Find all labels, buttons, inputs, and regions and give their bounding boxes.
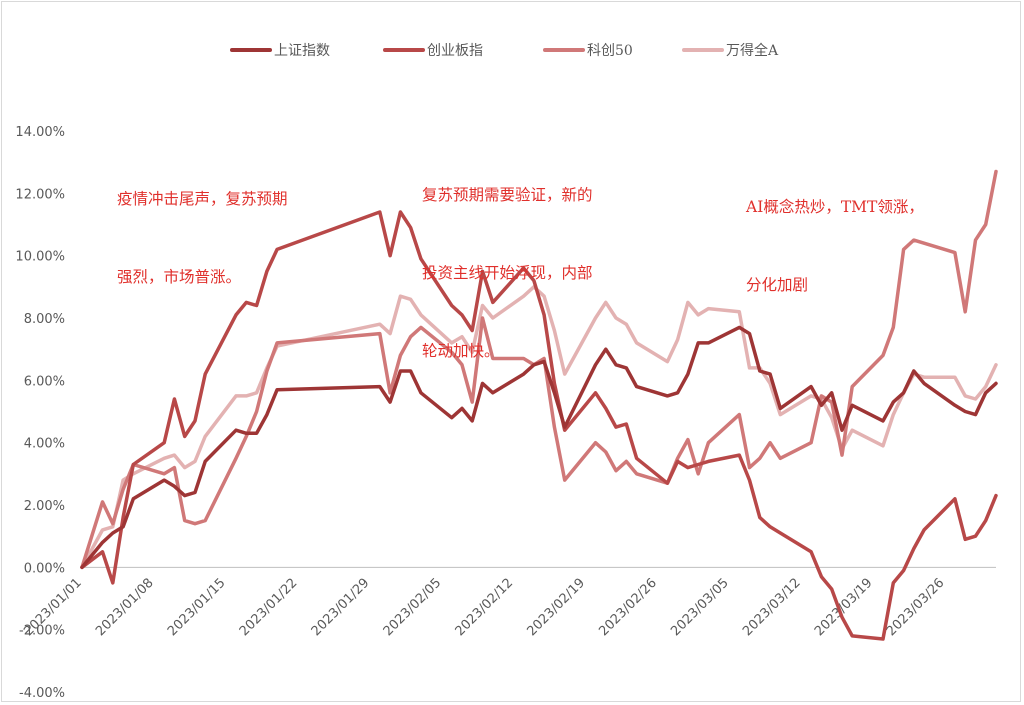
y-tick-label: 0.00%: [24, 561, 65, 576]
annotation-line: 投资主线开始浮现，内部: [422, 264, 593, 282]
annotation-line: 分化加剧: [746, 276, 809, 294]
series-lines: [80, 169, 998, 641]
annotation-phase-1: 疫情冲击尾声，复苏预期 强烈，市场普涨。: [117, 134, 288, 316]
y-tick-label: 10.00%: [15, 250, 65, 265]
x-axis-tick-labels: 2023/01/01 2023/01/08 2023/01/15 2023/01/22…: [21, 576, 947, 640]
series-line-4: [80, 285, 998, 570]
annotation-line: 复苏预期需要验证，新的: [422, 186, 593, 204]
x-tick-label: 2023/03/19: [812, 576, 876, 640]
annotation-line: AI概念热炒，TMT领涨，: [746, 198, 924, 216]
x-tick-label: 2023/02/12: [453, 576, 517, 640]
y-tick-label: 8.00%: [24, 312, 65, 327]
annotation-phase-2: 复苏预期需要验证，新的 投资主线开始浮现，内部 轮动加快。: [422, 130, 593, 390]
x-tick-label: 2023/02/05: [381, 576, 445, 640]
y-tick-label: 12.00%: [15, 187, 65, 202]
x-tick-label: 2023/01/15: [165, 576, 229, 640]
y-tick-label: -2.00%: [19, 624, 65, 639]
legend-label-1: 上证指数: [274, 43, 330, 59]
legend: 上证指数 创业板指 科创50 万得全A: [230, 42, 779, 59]
y-tick-label: 4.00%: [24, 437, 65, 452]
x-tick-label: 2023/01/29: [309, 576, 373, 640]
y-axis-tick-labels: -4.00% -2.00% 0.00% 2.00% 4.00% 6.00% 8.00% 10.…: [15, 125, 65, 701]
x-tick-label: 2023/01/22: [237, 576, 301, 640]
legend-label-2: 创业板指: [427, 43, 483, 59]
x-tick-label: 2023/01/08: [93, 576, 157, 640]
annotation-line: 疫情冲击尾声，复苏预期: [117, 190, 288, 208]
series-line-1: [80, 325, 998, 570]
x-tick-label: 2023/03/05: [668, 576, 732, 640]
annotation-line: 轮动加快。: [422, 342, 500, 360]
x-tick-label: 2023/02/26: [596, 576, 660, 640]
legend-label-3: 科创50: [587, 43, 633, 59]
annotation-phase-3: AI概念热炒，TMT领涨， 分化加剧: [746, 142, 924, 324]
y-tick-label: 14.00%: [15, 125, 65, 140]
x-tick-label: 2023/02/19: [524, 576, 588, 640]
annotation-line: 强烈，市场普涨。: [117, 268, 242, 286]
series-line-3: [80, 169, 998, 570]
y-tick-label: 6.00%: [24, 374, 65, 389]
x-tick-label: 2023/03/12: [740, 576, 804, 640]
y-tick-label: 2.00%: [24, 499, 65, 514]
series-line-2: [80, 210, 998, 641]
legend-label-4: 万得全A: [726, 42, 779, 59]
y-tick-label: -4.00%: [19, 686, 65, 701]
